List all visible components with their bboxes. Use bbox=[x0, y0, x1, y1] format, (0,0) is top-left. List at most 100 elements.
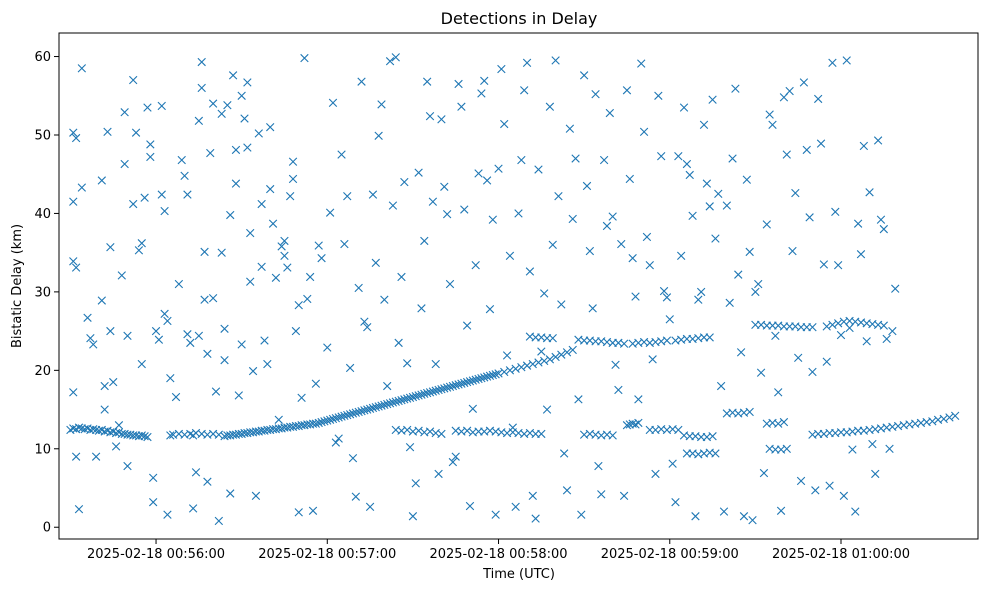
data-point bbox=[231, 145, 241, 155]
data-point bbox=[619, 491, 629, 501]
data-point bbox=[217, 109, 226, 118]
data-point bbox=[551, 56, 560, 65]
data-point bbox=[111, 442, 121, 451]
data-point bbox=[676, 251, 686, 260]
data-point bbox=[711, 234, 720, 243]
data-point bbox=[856, 250, 866, 259]
data-point bbox=[754, 279, 763, 289]
data-point bbox=[83, 313, 92, 322]
data-point bbox=[457, 102, 466, 111]
data-point bbox=[103, 127, 112, 137]
data-point bbox=[545, 102, 555, 111]
data-point bbox=[160, 309, 169, 319]
data-point bbox=[403, 394, 412, 403]
data-point bbox=[634, 418, 643, 428]
data-point bbox=[106, 242, 115, 252]
data-point bbox=[183, 330, 192, 339]
data-point bbox=[280, 251, 289, 260]
data-point bbox=[562, 486, 572, 495]
data-point bbox=[394, 396, 403, 406]
data-point bbox=[86, 333, 95, 343]
data-point bbox=[865, 188, 874, 197]
data-point bbox=[585, 246, 595, 256]
data-point bbox=[705, 333, 714, 342]
data-point bbox=[345, 410, 355, 419]
data-point bbox=[337, 412, 346, 421]
data-point bbox=[774, 419, 783, 428]
data-point bbox=[736, 348, 746, 357]
data-point bbox=[217, 248, 226, 257]
data-point bbox=[183, 190, 192, 199]
data-point bbox=[300, 53, 309, 63]
data-point bbox=[434, 469, 443, 479]
data-point bbox=[705, 202, 714, 211]
data-point bbox=[343, 410, 352, 420]
data-point bbox=[394, 338, 403, 348]
data-point bbox=[482, 372, 492, 381]
data-point bbox=[782, 150, 791, 159]
data-point bbox=[876, 215, 886, 224]
data-point bbox=[331, 438, 341, 447]
data-point bbox=[688, 211, 697, 220]
data-point bbox=[774, 388, 783, 397]
data-point bbox=[848, 445, 857, 454]
data-point bbox=[505, 251, 515, 260]
data-point bbox=[257, 199, 266, 209]
data-point bbox=[89, 340, 98, 349]
data-point bbox=[482, 176, 492, 185]
data-point bbox=[388, 201, 398, 210]
data-point bbox=[539, 289, 549, 298]
data-point bbox=[203, 477, 212, 486]
data-point bbox=[237, 340, 246, 349]
data-point bbox=[437, 115, 446, 124]
data-point bbox=[328, 98, 338, 108]
data-point bbox=[796, 476, 806, 486]
data-point bbox=[474, 374, 483, 384]
data-point bbox=[371, 403, 380, 412]
data-point bbox=[383, 381, 392, 391]
data-point bbox=[651, 469, 660, 479]
data-point bbox=[277, 242, 286, 251]
data-point bbox=[928, 417, 937, 426]
data-point bbox=[617, 239, 626, 249]
data-point bbox=[528, 491, 537, 501]
data-point bbox=[442, 210, 452, 219]
data-point bbox=[602, 221, 612, 231]
data-point bbox=[254, 129, 263, 138]
data-point bbox=[862, 337, 871, 346]
data-point bbox=[662, 336, 672, 345]
data-point bbox=[939, 414, 948, 424]
data-point bbox=[739, 512, 749, 521]
data-point bbox=[206, 148, 215, 158]
y-axis-label: Bistatic Delay (km) bbox=[10, 224, 25, 348]
data-point bbox=[97, 296, 106, 305]
data-point bbox=[163, 316, 172, 326]
data-point bbox=[71, 452, 81, 461]
data-point bbox=[422, 388, 432, 398]
data-point bbox=[328, 414, 338, 424]
data-point bbox=[557, 350, 566, 359]
data-point bbox=[248, 366, 258, 376]
data-point bbox=[711, 449, 720, 458]
data-point bbox=[457, 379, 466, 388]
data-point bbox=[220, 355, 229, 365]
data-point bbox=[320, 417, 329, 426]
data-point bbox=[351, 492, 361, 501]
data-point bbox=[868, 439, 877, 449]
data-point bbox=[143, 432, 152, 442]
data-point bbox=[194, 116, 204, 126]
data-point bbox=[574, 395, 583, 404]
data-point bbox=[251, 491, 261, 501]
data-point bbox=[485, 371, 495, 381]
data-point bbox=[642, 232, 652, 242]
data-point bbox=[365, 502, 375, 512]
data-point bbox=[828, 320, 837, 330]
data-point bbox=[494, 369, 503, 378]
data-point bbox=[69, 128, 78, 137]
data-point bbox=[357, 406, 366, 416]
data-point bbox=[397, 272, 406, 282]
data-point bbox=[323, 416, 332, 425]
data-point bbox=[522, 361, 532, 370]
data-point bbox=[462, 426, 472, 435]
data-point bbox=[74, 423, 84, 432]
